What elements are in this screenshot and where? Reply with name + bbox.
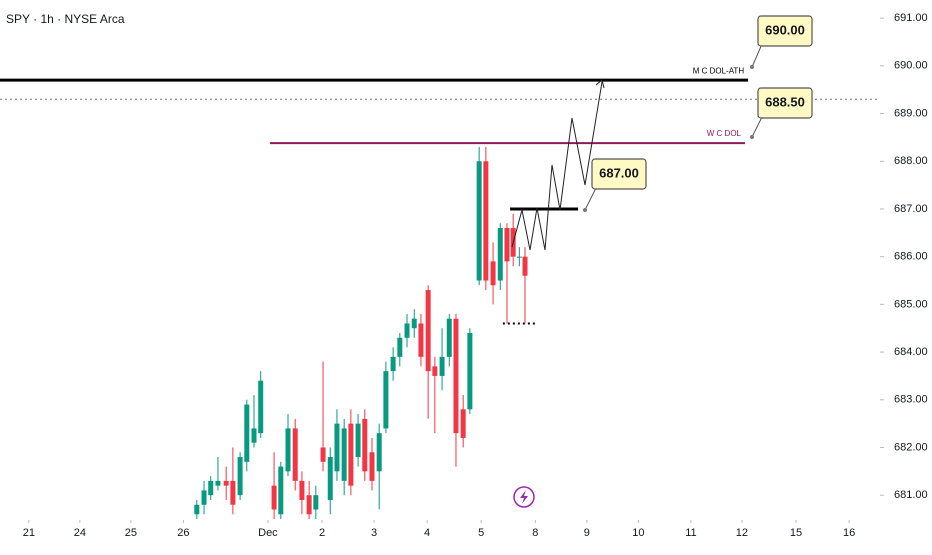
callout: 688.50 <box>750 87 813 139</box>
candle-body <box>201 490 207 505</box>
y-tick-label: 691.00 <box>894 12 928 24</box>
callout: 690.00 <box>750 15 813 69</box>
y-tick-label: 682.00 <box>894 441 928 453</box>
y-tick-label: 687.00 <box>894 203 928 215</box>
y-tick-label: 685.00 <box>894 298 928 310</box>
candle-body <box>320 447 326 462</box>
x-tick-label: 25 <box>125 527 137 539</box>
callout-text: 687.00 <box>599 165 639 180</box>
x-tick-label: 24 <box>74 527 86 539</box>
candle-body <box>460 409 466 438</box>
callout-box <box>757 15 813 47</box>
candle-body <box>522 256 528 276</box>
candle-body <box>446 318 452 357</box>
candle-body <box>432 366 438 376</box>
x-tick-label: 2 <box>319 527 325 539</box>
candle-body <box>418 323 424 357</box>
candle-body <box>362 418 368 472</box>
x-tick-label: 5 <box>478 527 484 539</box>
callout-text: 688.50 <box>765 94 805 109</box>
candle-body <box>425 290 431 372</box>
candle-body <box>334 423 340 472</box>
callout: 687.00 <box>583 158 647 212</box>
callout-box <box>757 87 813 119</box>
candle-body <box>278 466 284 515</box>
callout-text: 690.00 <box>765 22 805 37</box>
x-tick-label: 16 <box>843 527 855 539</box>
callout-anchor <box>583 208 587 212</box>
y-tick-label: 686.00 <box>894 251 928 263</box>
candle-body <box>355 423 361 458</box>
x-tick-label: Dec <box>258 527 278 539</box>
candle-body <box>194 504 200 515</box>
candle-body <box>306 495 312 515</box>
projection-arrowhead <box>595 79 605 89</box>
y-tick-label: 684.00 <box>894 346 928 358</box>
candle-body <box>341 428 347 481</box>
candle-body <box>490 261 496 286</box>
levels: M C DOL-ATH W C DOL <box>0 66 880 325</box>
event-icon-bolt[interactable] <box>520 490 528 504</box>
candle-body <box>258 380 264 434</box>
candle-body <box>467 332 473 410</box>
candle-body <box>223 480 229 486</box>
candle-body <box>215 480 221 486</box>
callout-anchor <box>750 135 754 139</box>
axes: 681.00 682.00 683.00 684.00 685.00 686.00 687.… <box>23 12 928 539</box>
candle-body <box>476 161 482 281</box>
y-tick-label: 690.00 <box>894 60 928 72</box>
candle-body <box>453 318 459 434</box>
candle-body <box>497 228 503 281</box>
candle-body <box>299 480 305 500</box>
callout-anchor <box>750 65 754 69</box>
x-tick-label: 11 <box>685 527 696 539</box>
y-tick-label: 681.00 <box>894 489 928 501</box>
candle-body <box>504 228 510 262</box>
callout-pointer <box>751 43 763 68</box>
level-label: M C DOL-ATH <box>693 66 745 75</box>
candle-body <box>411 318 417 329</box>
callout-pointer <box>751 116 763 138</box>
candle-body <box>483 161 489 281</box>
x-tick-label: 15 <box>790 527 802 539</box>
candle-body <box>271 485 277 510</box>
candle-body <box>516 256 522 258</box>
candle-body <box>292 428 298 481</box>
event-icon[interactable] <box>513 486 535 508</box>
candle-body <box>285 428 291 472</box>
x-tick-label: 10 <box>632 527 644 539</box>
callout-box <box>591 158 647 190</box>
y-tick-label: 683.00 <box>894 394 928 406</box>
x-tick-label: 21 <box>23 527 35 539</box>
y-tick-label: 689.00 <box>894 107 928 119</box>
candle-body <box>369 452 375 481</box>
candle-body <box>390 356 396 372</box>
x-tick-label: 8 <box>532 527 538 539</box>
x-tick-label: 12 <box>736 527 748 539</box>
candle-body <box>383 371 389 429</box>
candle-body <box>327 457 333 500</box>
x-tick-label: 3 <box>371 527 377 539</box>
candle-body <box>439 356 445 376</box>
candle-body <box>244 404 250 462</box>
candle-body <box>348 423 354 486</box>
candle-body <box>251 428 257 443</box>
y-tick-label: 688.00 <box>894 155 928 167</box>
projection-path <box>511 81 603 251</box>
candle-body <box>313 495 319 510</box>
x-tick-label: 26 <box>177 527 189 539</box>
candle-body <box>376 433 382 472</box>
level-label: W C DOL <box>707 129 742 138</box>
candle-body <box>404 323 410 338</box>
candle-body <box>397 337 403 357</box>
x-tick-label: 4 <box>424 527 430 539</box>
candle-body <box>230 480 236 505</box>
x-tick-label: 9 <box>584 527 590 539</box>
candle-body <box>237 457 243 496</box>
candles <box>194 146 528 520</box>
callout-pointer <box>584 187 597 211</box>
candle-body <box>208 480 214 496</box>
chart-title: SPY · 1h · NYSE Arca <box>6 12 125 26</box>
